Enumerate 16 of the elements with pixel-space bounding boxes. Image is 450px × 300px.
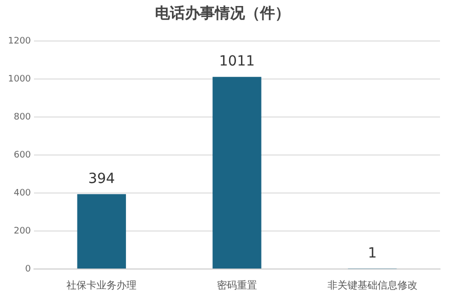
data-label: 1 <box>368 245 377 262</box>
x-tick-label: 密码重置 <box>216 280 257 292</box>
x-tick-label: 社保卡业务办理 <box>66 280 137 292</box>
y-tick-label: 1000 <box>8 74 32 84</box>
data-label: 1011 <box>219 54 255 70</box>
y-tick-label: 400 <box>14 188 32 198</box>
y-tick-label: 0 <box>25 264 32 274</box>
y-tick-label: 200 <box>14 226 32 236</box>
bar <box>212 76 262 268</box>
chart-title: 电话办事情况（件） <box>155 4 290 22</box>
x-tick-label: 非关键基础信息修改 <box>327 280 418 292</box>
y-tick-label: 600 <box>14 150 32 160</box>
y-tick-label: 1200 <box>8 36 32 46</box>
y-tick-label: 800 <box>14 112 32 122</box>
bar <box>77 194 126 268</box>
data-label: 394 <box>88 170 116 187</box>
